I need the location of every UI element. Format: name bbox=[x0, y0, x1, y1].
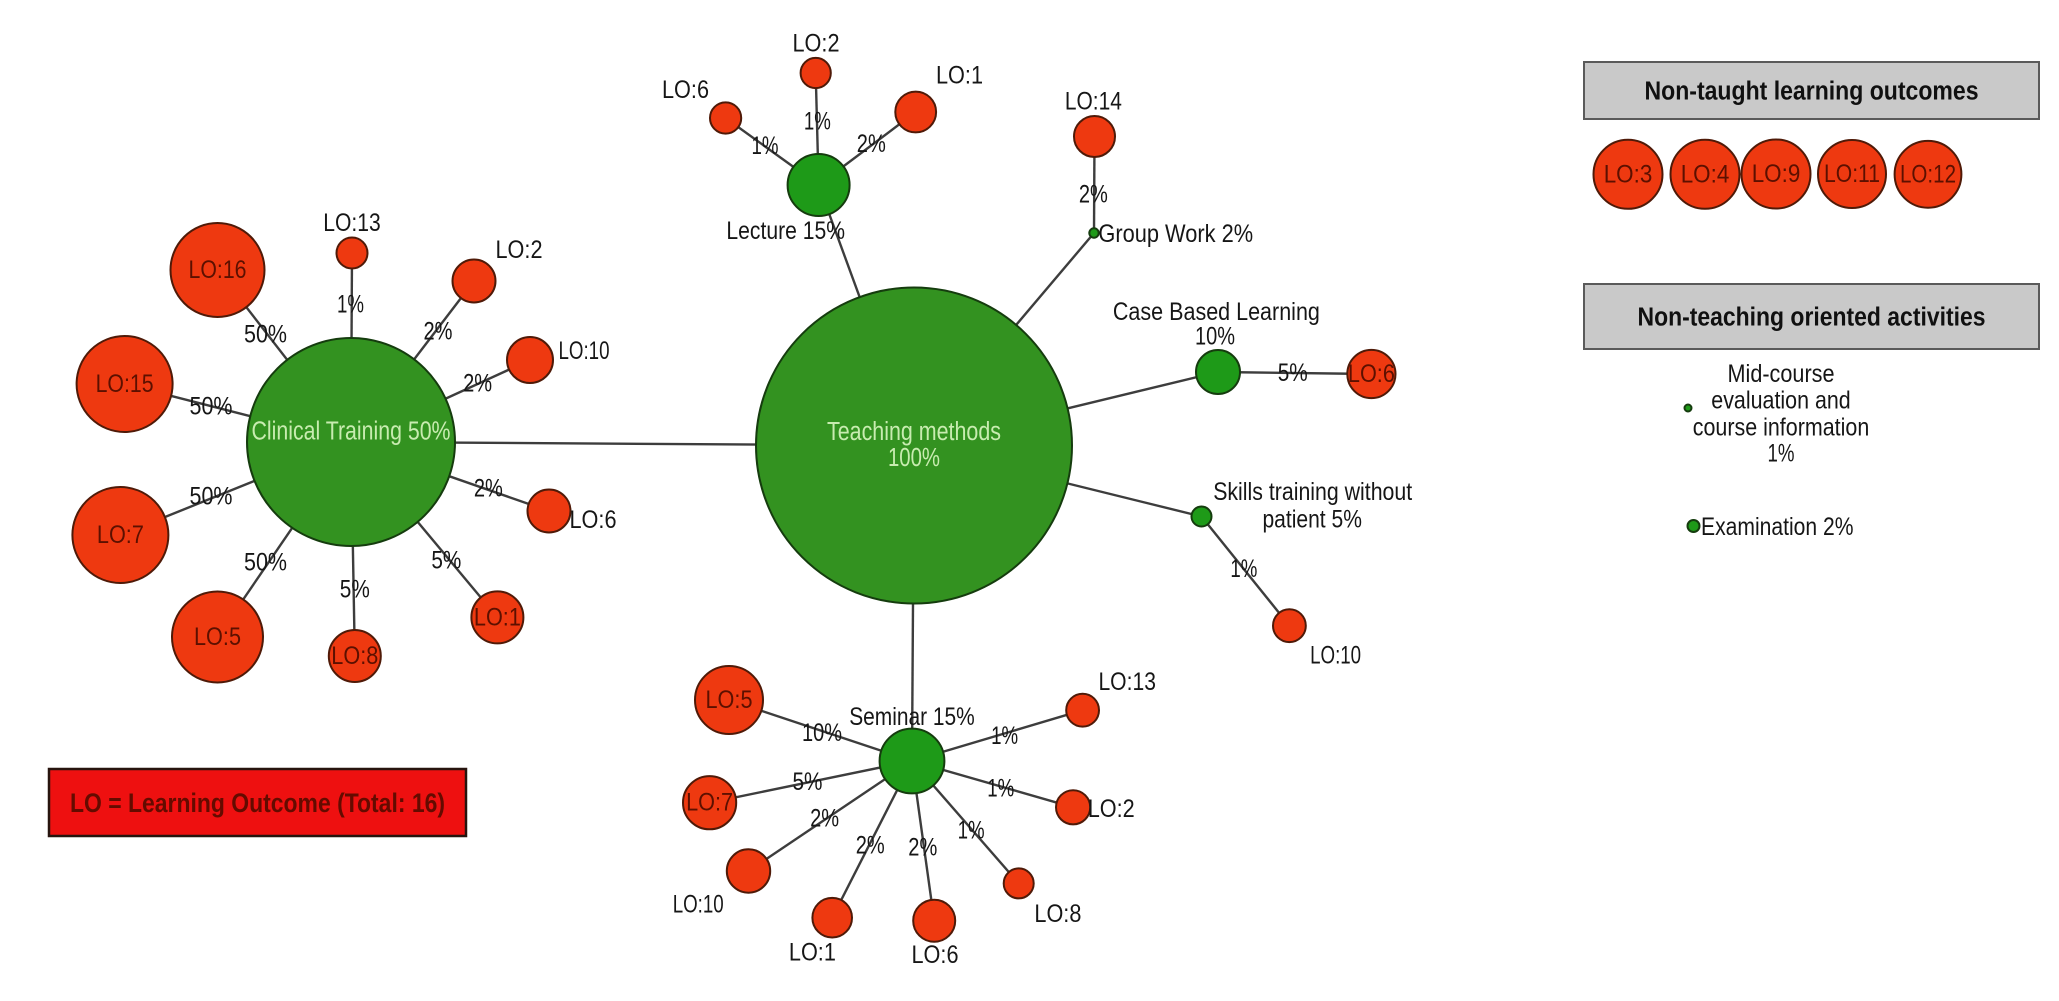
svg-text:LO:6: LO:6 bbox=[912, 941, 959, 969]
svg-text:LO:1: LO:1 bbox=[789, 938, 836, 966]
svg-text:2%: 2% bbox=[1079, 180, 1108, 208]
svg-text:LO:7: LO:7 bbox=[97, 521, 144, 549]
svg-text:Group Work 2%: Group Work 2% bbox=[1098, 220, 1253, 248]
svg-text:2%: 2% bbox=[463, 370, 492, 398]
svg-text:Mid-course: Mid-course bbox=[1728, 360, 1835, 388]
svg-text:2%: 2% bbox=[424, 318, 453, 346]
svg-text:LO:10: LO:10 bbox=[559, 337, 610, 365]
svg-text:2%: 2% bbox=[908, 834, 937, 862]
svg-text:LO:13: LO:13 bbox=[1098, 668, 1156, 696]
svg-text:1%: 1% bbox=[337, 291, 364, 319]
svg-text:LO:4: LO:4 bbox=[1681, 160, 1730, 188]
svg-text:Seminar 15%: Seminar 15% bbox=[849, 703, 975, 731]
svg-text:LO:1: LO:1 bbox=[936, 62, 983, 90]
svg-text:LO:15: LO:15 bbox=[96, 370, 154, 398]
svg-text:Teaching methods: Teaching methods bbox=[827, 418, 1001, 446]
svg-text:1%: 1% bbox=[1768, 440, 1795, 468]
svg-text:LO:14: LO:14 bbox=[1065, 88, 1122, 116]
svg-text:LO:6: LO:6 bbox=[662, 76, 709, 104]
svg-text:5%: 5% bbox=[340, 575, 370, 603]
svg-text:5%: 5% bbox=[431, 547, 461, 575]
svg-text:LO = Learning Outcome (Total:: LO = Learning Outcome (Total: 16) bbox=[70, 788, 445, 818]
svg-text:LO:13: LO:13 bbox=[323, 209, 381, 237]
svg-text:LO:10: LO:10 bbox=[673, 891, 724, 919]
svg-text:LO:3: LO:3 bbox=[1604, 160, 1653, 188]
svg-text:Examination 2%: Examination 2% bbox=[1701, 513, 1854, 541]
svg-text:course information: course information bbox=[1693, 414, 1870, 442]
svg-text:LO:7: LO:7 bbox=[686, 789, 733, 817]
svg-text:2%: 2% bbox=[810, 805, 839, 833]
svg-text:LO:1: LO:1 bbox=[474, 603, 521, 631]
svg-text:5%: 5% bbox=[793, 768, 823, 796]
svg-text:1%: 1% bbox=[804, 108, 831, 136]
svg-text:LO:2: LO:2 bbox=[793, 29, 840, 57]
svg-text:Non-taught learning outcomes: Non-taught learning outcomes bbox=[1645, 78, 1979, 106]
svg-text:LO:16: LO:16 bbox=[189, 256, 247, 284]
svg-text:1%: 1% bbox=[958, 817, 985, 845]
svg-text:50%: 50% bbox=[244, 548, 287, 576]
svg-text:Skills training without: Skills training without bbox=[1213, 478, 1412, 506]
svg-text:10%: 10% bbox=[1195, 323, 1235, 351]
svg-text:10%: 10% bbox=[802, 719, 842, 747]
svg-text:Clinical Training 50%: Clinical Training 50% bbox=[252, 418, 451, 446]
svg-text:5%: 5% bbox=[1278, 359, 1308, 387]
svg-text:LO:5: LO:5 bbox=[706, 686, 753, 714]
svg-text:LO:6: LO:6 bbox=[1348, 360, 1395, 388]
svg-text:100%: 100% bbox=[888, 444, 940, 472]
svg-text:LO:8: LO:8 bbox=[331, 642, 378, 670]
svg-text:LO:12: LO:12 bbox=[1900, 160, 1956, 188]
svg-text:evaluation and: evaluation and bbox=[1711, 387, 1850, 415]
svg-text:50%: 50% bbox=[244, 321, 287, 349]
svg-text:1%: 1% bbox=[752, 132, 779, 160]
svg-text:LO:2: LO:2 bbox=[496, 236, 543, 264]
svg-text:LO:6: LO:6 bbox=[570, 506, 617, 534]
svg-text:Case Based Learning: Case Based Learning bbox=[1113, 298, 1320, 326]
svg-text:2%: 2% bbox=[856, 831, 885, 859]
svg-text:1%: 1% bbox=[987, 775, 1014, 803]
svg-text:Non-teaching oriented activiti: Non-teaching oriented activities bbox=[1638, 304, 1986, 332]
svg-text:Lecture 15%: Lecture 15% bbox=[726, 217, 845, 245]
svg-text:LO:10: LO:10 bbox=[1310, 642, 1361, 670]
svg-text:patient 5%: patient 5% bbox=[1262, 506, 1362, 534]
svg-text:50%: 50% bbox=[190, 393, 233, 421]
svg-text:1%: 1% bbox=[1230, 555, 1257, 583]
svg-text:1%: 1% bbox=[991, 722, 1018, 750]
svg-text:50%: 50% bbox=[190, 482, 233, 510]
svg-text:LO:2: LO:2 bbox=[1088, 795, 1135, 823]
svg-text:LO:5: LO:5 bbox=[194, 623, 241, 651]
svg-text:LO:8: LO:8 bbox=[1034, 900, 1081, 928]
svg-text:LO:11: LO:11 bbox=[1824, 160, 1880, 188]
svg-text:2%: 2% bbox=[474, 475, 503, 503]
svg-text:LO:9: LO:9 bbox=[1752, 160, 1801, 188]
svg-text:2%: 2% bbox=[857, 130, 886, 158]
